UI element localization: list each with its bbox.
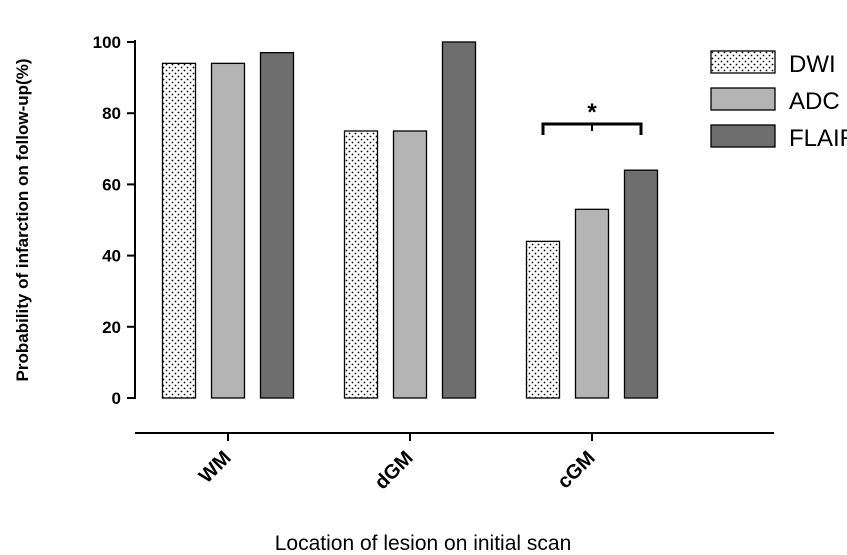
bar-dwi-dgm	[343, 130, 379, 399]
legend-label-adc: ADC	[789, 88, 840, 115]
bar-adc-wm	[210, 62, 246, 399]
bar-adc-cgm	[574, 208, 610, 399]
y-tick-label: 40	[102, 247, 121, 266]
y-tick-label: 100	[93, 33, 121, 52]
bar-flair-dgm	[441, 41, 477, 399]
plot-area: 0 20 40 60 80 100 WM dGM cGM Location of lesion o…	[13, 33, 774, 555]
x-tick-label-dgm: dGM	[371, 447, 418, 494]
significance-marker: *	[587, 99, 597, 126]
y-axis-title: Probability of infarction on follow-up(%…	[13, 59, 32, 382]
y-tick-label: 60	[102, 175, 121, 194]
legend-label-flair: FLAIR	[789, 125, 847, 152]
legend-swatch-adc	[710, 87, 776, 111]
y-tick-label: 20	[102, 318, 121, 337]
legend-label-dwi: DWI	[789, 51, 836, 78]
x-axis-title: Location of lesion on initial scan	[275, 532, 572, 555]
bar-flair-wm	[259, 52, 295, 399]
bar-dwi-cgm	[525, 240, 561, 399]
x-tick-label-cgm: cGM	[553, 447, 599, 493]
legend-swatch-dwi	[710, 50, 776, 74]
legend: DWI ADC FLAIR	[710, 50, 847, 152]
x-tick-label-wm: WM	[195, 447, 236, 488]
bar-adc-dgm	[392, 130, 428, 399]
y-tick-label: 80	[102, 104, 121, 123]
bar-dwi-wm	[161, 62, 197, 399]
y-tick-label: 0	[112, 389, 121, 408]
legend-swatch-flair	[710, 124, 776, 148]
bar-flair-cgm	[623, 169, 659, 399]
